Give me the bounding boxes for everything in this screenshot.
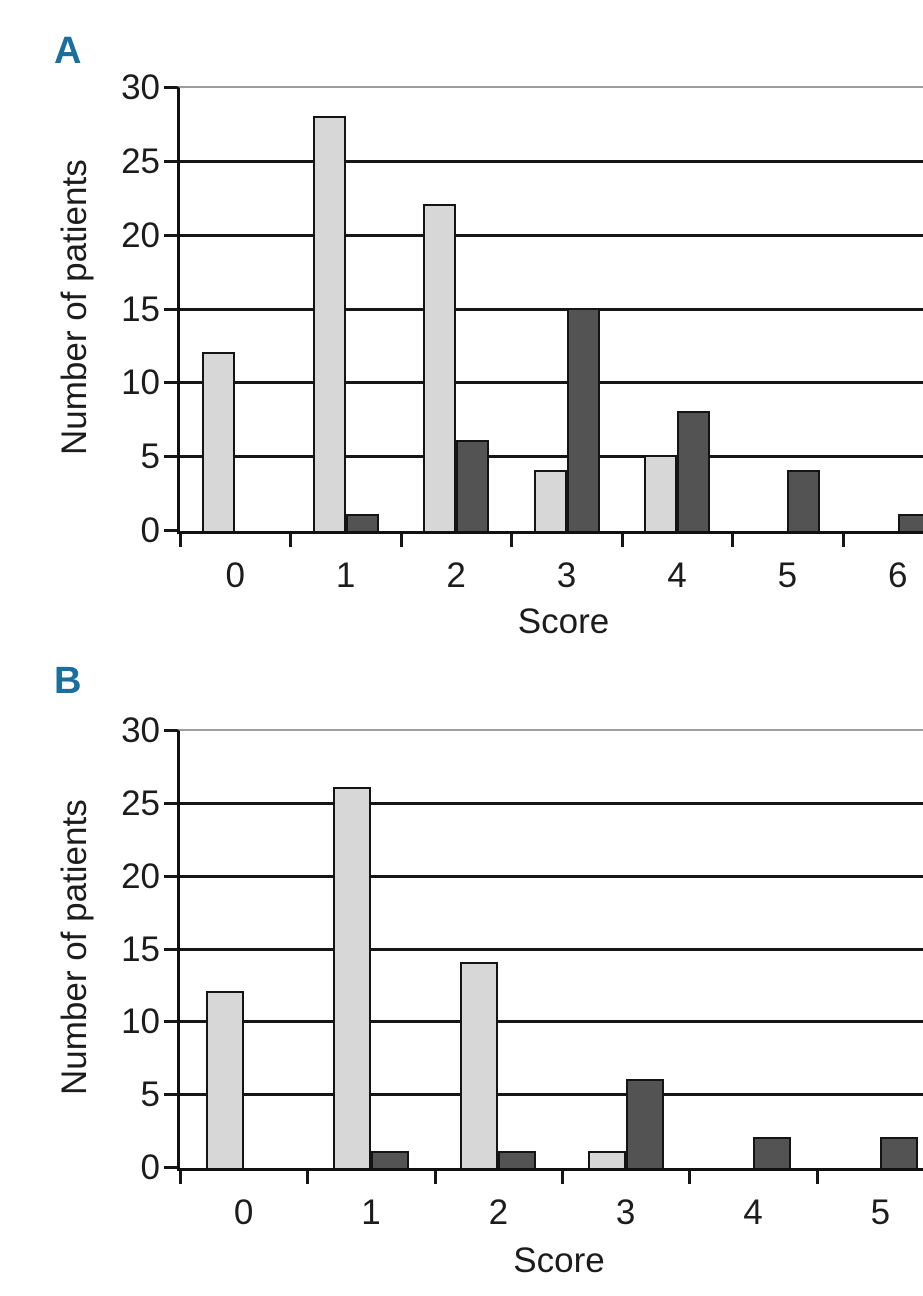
dark-gray-bar-score-4 [753, 1136, 791, 1168]
x-axis-tick [688, 1171, 692, 1184]
dark-gray-bar-score-1 [371, 1151, 409, 1168]
y-tick-label: 15 [121, 289, 160, 329]
dark-gray-bar-score-5 [880, 1136, 919, 1168]
x-axis-tick [179, 534, 182, 547]
light-gray-bar-score-4 [643, 455, 677, 531]
gridline-10 [180, 381, 923, 385]
y-axis-tick [164, 947, 177, 951]
gridline-25 [180, 801, 923, 805]
light-gray-bar-score-2 [460, 962, 499, 1168]
panel-a-x-axis-title: Score [517, 602, 610, 641]
gridline-15 [180, 307, 923, 311]
y-axis-tick [164, 801, 177, 805]
dark-gray-bar-score-5 [787, 469, 821, 531]
y-axis-tick [164, 159, 177, 163]
y-axis-tick [164, 729, 177, 732]
x-axis-tick [510, 534, 514, 547]
gridline-10 [180, 1020, 923, 1024]
y-tick-label: 20 [121, 856, 160, 896]
y-tick-label: 25 [121, 141, 160, 181]
panel-b-plot-area: 0 5 10 15 20 25 30 0 1 2 3 4 5 [121, 712, 923, 1232]
x-axis-tick [731, 534, 735, 547]
gridline-5 [180, 1093, 923, 1097]
y-axis-tick [164, 381, 177, 385]
y-tick-label: 0 [140, 1148, 160, 1187]
gridline-5 [180, 455, 923, 459]
x-tick-label: 2 [488, 1193, 509, 1232]
x-tick-label: 1 [361, 1193, 381, 1232]
panel-a-plot-area: 0 5 10 15 20 25 30 0 1 2 3 4 5 6 [121, 69, 923, 595]
x-tick-label: 5 [870, 1193, 891, 1232]
y-tick-label: 0 [140, 511, 160, 550]
y-axis-tick [164, 455, 177, 459]
dark-gray-bar-score-1 [345, 514, 379, 531]
light-gray-bar-score-0 [202, 351, 236, 531]
panel-b-x-axis-title: Score [513, 1241, 605, 1280]
y-axis-tick [164, 86, 177, 89]
gridline-15 [180, 947, 923, 951]
panel-b: B Number of patients 0 5 10 15 20 25 30 0 1 2 3 4 5 … [40, 656, 923, 1296]
y-axis-tick [164, 1093, 177, 1097]
x-tick-label: 4 [743, 1193, 763, 1232]
y-axis-tick [164, 874, 177, 878]
x-axis-tick [399, 534, 403, 547]
x-tick-label: 5 [777, 556, 798, 595]
dark-gray-bar-score-3 [566, 307, 600, 531]
x-tick-label: 0 [225, 556, 245, 595]
light-gray-bar-score-3 [587, 1151, 626, 1168]
panel-b-label: B [54, 660, 82, 702]
x-tick-label: 1 [335, 556, 356, 595]
y-tick-label: 10 [121, 1002, 160, 1042]
x-tick-label: 3 [556, 556, 577, 595]
dark-gray-bar-score-3 [625, 1078, 664, 1168]
y-tick-label: 15 [121, 929, 160, 969]
gridline-20 [180, 874, 923, 878]
light-gray-bar-score-1 [333, 787, 371, 1168]
y-tick-label: 10 [121, 363, 160, 403]
y-tick-label: 20 [121, 215, 160, 255]
panel-a-label: A [54, 30, 82, 72]
x-tick-label: 0 [233, 1193, 254, 1232]
x-axis-tick [433, 1171, 437, 1184]
y-axis-tick [164, 1166, 177, 1169]
x-axis-tick [306, 1171, 310, 1184]
x-tick-label: 3 [615, 1193, 636, 1232]
x-axis-tick [620, 534, 624, 547]
light-gray-bar-score-2 [423, 204, 457, 531]
dark-gray-bar-score-4 [676, 410, 710, 531]
y-tick-label: 30 [121, 68, 160, 107]
x-tick-label: 6 [888, 556, 908, 595]
dark-gray-bar-score-2 [498, 1151, 537, 1168]
x-axis-tick [841, 534, 845, 547]
x-axis-tick [179, 1171, 182, 1184]
y-tick-label: 30 [121, 711, 160, 750]
y-axis-tick [164, 307, 177, 311]
y-axis-tick [164, 1020, 177, 1024]
panel-a: A Number of patients 0 5 10 15 20 25 30 0 1 2 3 4 5 6… [40, 16, 923, 656]
x-axis-tick [561, 1171, 564, 1184]
x-tick-label: 2 [446, 556, 466, 595]
x-tick-label: 4 [667, 556, 687, 595]
light-gray-bar-score-0 [205, 991, 244, 1168]
y-axis-tick [164, 233, 177, 237]
gridline-20 [180, 233, 923, 237]
dark-gray-bar-score-6 [897, 514, 923, 531]
y-tick-label: 25 [121, 783, 160, 823]
light-gray-bar-score-1 [312, 115, 346, 531]
y-tick-label: 5 [140, 437, 160, 477]
gridline-25 [180, 159, 923, 163]
x-axis-tick [289, 534, 293, 547]
x-axis-tick [815, 1171, 819, 1184]
dark-gray-bar-score-2 [456, 440, 490, 531]
light-gray-bar-score-3 [533, 469, 567, 531]
y-tick-label: 5 [140, 1075, 160, 1115]
y-axis-tick [164, 529, 177, 532]
